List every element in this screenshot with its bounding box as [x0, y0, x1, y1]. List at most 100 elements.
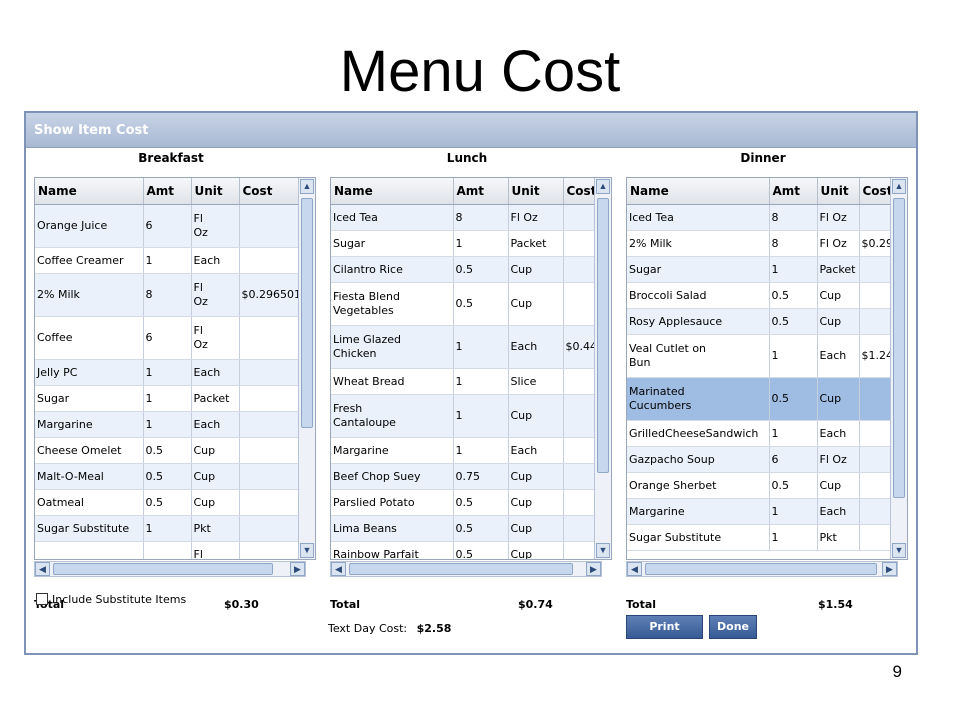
- scroll-thumb[interactable]: [53, 563, 273, 575]
- table-row[interactable]: Sugar 1 Packet: [35, 385, 302, 412]
- table-row[interactable]: Iced Tea 8 Fl Oz: [627, 204, 907, 231]
- include-substitute-checkbox[interactable]: [36, 593, 48, 605]
- unit-cell: Each: [191, 411, 240, 438]
- item-name-cell: 2% Milk: [627, 230, 770, 257]
- column-header-amt[interactable]: Amt: [143, 178, 192, 205]
- table-row[interactable]: Fresh Cantaloupe 1 Cup: [331, 394, 611, 438]
- item-name-cell: Gazpacho Soup: [627, 446, 770, 473]
- table-row[interactable]: Marinated Cucumbers 0.5 Cup: [627, 377, 907, 421]
- table-row[interactable]: Rainbow Parfait 0.5 Cup: [331, 541, 611, 559]
- table-row[interactable]: Beef Chop Suey 0.75 Cup: [331, 463, 611, 490]
- lunch-horizontal-scrollbar[interactable]: ◀ ▶: [330, 561, 602, 577]
- column-header-amt[interactable]: Amt: [453, 178, 509, 205]
- dinner-vertical-scrollbar[interactable]: ▲ ▼: [890, 178, 907, 559]
- table-row[interactable]: Gazpacho Soup 6 Fl Oz: [627, 446, 907, 473]
- day-cost: Text Day Cost: $2.58: [328, 622, 451, 635]
- table-row[interactable]: Orange Sherbet 0.5 Cup: [627, 472, 907, 499]
- unit-cell: Fl Oz: [817, 204, 860, 231]
- table-row[interactable]: Rosy Applesauce 0.5 Cup: [627, 308, 907, 335]
- table-row[interactable]: Margarine 1 Each: [35, 411, 302, 438]
- dinner-grid[interactable]: Name Amt Unit Cost Iced Tea 8 Fl Oz 2% Milk…: [626, 177, 908, 560]
- chevron-up-icon[interactable]: ▲: [892, 179, 906, 194]
- table-row[interactable]: Coffee Creamer 1 Each: [35, 247, 302, 274]
- chevron-right-icon[interactable]: ▶: [586, 562, 601, 576]
- item-name-cell: Beef Chop Suey: [331, 463, 454, 490]
- unit-cell: Each: [817, 498, 860, 525]
- amount-cell: 8: [769, 204, 818, 231]
- chevron-left-icon[interactable]: ◀: [331, 562, 346, 576]
- amount-cell: 1: [143, 247, 192, 274]
- table-row[interactable]: Margarine 1 Each: [627, 498, 907, 525]
- column-header-unit[interactable]: Unit: [191, 178, 240, 205]
- table-row[interactable]: Jelly PC 1 Each: [35, 359, 302, 386]
- item-name-cell: Sugar Substitute: [627, 524, 770, 551]
- table-row[interactable]: Sugar Substitute 1 Pkt: [35, 515, 302, 542]
- column-header-unit[interactable]: Unit: [508, 178, 564, 205]
- scroll-thumb[interactable]: [301, 198, 313, 428]
- item-name-cell: Parslied Potato: [331, 489, 454, 516]
- chevron-left-icon[interactable]: ◀: [627, 562, 642, 576]
- chevron-down-icon[interactable]: ▼: [892, 543, 906, 558]
- scroll-thumb[interactable]: [645, 563, 877, 575]
- chevron-left-icon[interactable]: ◀: [35, 562, 50, 576]
- table-row[interactable]: Parslied Potato 0.5 Cup: [331, 489, 611, 516]
- unit-cell: Cup: [191, 437, 240, 464]
- dinner-horizontal-scrollbar[interactable]: ◀ ▶: [626, 561, 898, 577]
- table-row[interactable]: Margarine 1 Each: [331, 437, 611, 464]
- print-button[interactable]: Print: [626, 615, 703, 639]
- lunch-grid[interactable]: Name Amt Unit Cost Iced Tea 8 Fl Oz Sugar 1 P…: [330, 177, 612, 560]
- table-row[interactable]: Cilantro Rice 0.5 Cup: [331, 256, 611, 283]
- chevron-up-icon[interactable]: ▲: [596, 179, 610, 194]
- unit-cell: Cup: [817, 377, 860, 421]
- table-row[interactable]: Malt-O-Meal 0.5 Cup: [35, 463, 302, 490]
- table-row[interactable]: Oatmeal 0.5 Cup: [35, 489, 302, 516]
- amount-cell: [143, 541, 192, 559]
- chevron-down-icon[interactable]: ▼: [300, 543, 314, 558]
- item-name-cell: Margarine: [627, 498, 770, 525]
- chevron-up-icon[interactable]: ▲: [300, 179, 314, 194]
- table-row[interactable]: Fl: [35, 541, 302, 559]
- scroll-thumb[interactable]: [893, 198, 905, 498]
- breakfast-horizontal-scrollbar[interactable]: ◀ ▶: [34, 561, 306, 577]
- unit-cell: Cup: [508, 256, 564, 283]
- done-button[interactable]: Done: [709, 615, 757, 639]
- table-row[interactable]: Orange Juice 6 Fl Oz: [35, 204, 302, 248]
- table-row[interactable]: Lima Beans 0.5 Cup: [331, 515, 611, 542]
- table-row[interactable]: Sugar 1 Packet: [627, 256, 907, 283]
- table-row[interactable]: Fiesta Blend Vegetables 0.5 Cup: [331, 282, 611, 326]
- column-header-name[interactable]: Name: [627, 178, 770, 205]
- unit-cell: Cup: [191, 489, 240, 516]
- column-header-name[interactable]: Name: [35, 178, 144, 205]
- day-cost-label: Text Day Cost:: [328, 622, 408, 635]
- chevron-right-icon[interactable]: ▶: [290, 562, 305, 576]
- scroll-thumb[interactable]: [349, 563, 573, 575]
- chevron-right-icon[interactable]: ▶: [882, 562, 897, 576]
- breakfast-grid[interactable]: Name Amt Unit Cost Orange Juice 6 Fl Oz Cof…: [34, 177, 316, 560]
- breakfast-vertical-scrollbar[interactable]: ▲ ▼: [298, 178, 315, 559]
- column-header-amt[interactable]: Amt: [769, 178, 818, 205]
- column-header-name[interactable]: Name: [331, 178, 454, 205]
- item-name-cell: 2% Milk: [35, 273, 144, 317]
- table-row[interactable]: Sugar Substitute 1 Pkt: [627, 524, 907, 551]
- item-name-cell: Orange Juice: [35, 204, 144, 248]
- lunch-vertical-scrollbar[interactable]: ▲ ▼: [594, 178, 611, 559]
- table-row[interactable]: Broccoli Salad 0.5 Cup: [627, 282, 907, 309]
- table-row[interactable]: Coffee 6 Fl Oz: [35, 316, 302, 360]
- amount-cell: 1: [453, 437, 509, 464]
- amount-cell: 0.5: [143, 463, 192, 490]
- table-row[interactable]: Wheat Bread 1 Slice: [331, 368, 611, 395]
- table-row[interactable]: Cheese Omelet 0.5 Cup: [35, 437, 302, 464]
- table-row[interactable]: Sugar 1 Packet: [331, 230, 611, 257]
- amount-cell: 0.5: [769, 282, 818, 309]
- column-header-cost[interactable]: Cost: [239, 178, 302, 205]
- table-row[interactable]: GrilledCheeseSandwich 1 Each: [627, 420, 907, 447]
- column-header-unit[interactable]: Unit: [817, 178, 860, 205]
- scroll-thumb[interactable]: [597, 198, 609, 473]
- cost-cell: [239, 541, 302, 559]
- chevron-down-icon[interactable]: ▼: [596, 543, 610, 558]
- table-row[interactable]: Iced Tea 8 Fl Oz: [331, 204, 611, 231]
